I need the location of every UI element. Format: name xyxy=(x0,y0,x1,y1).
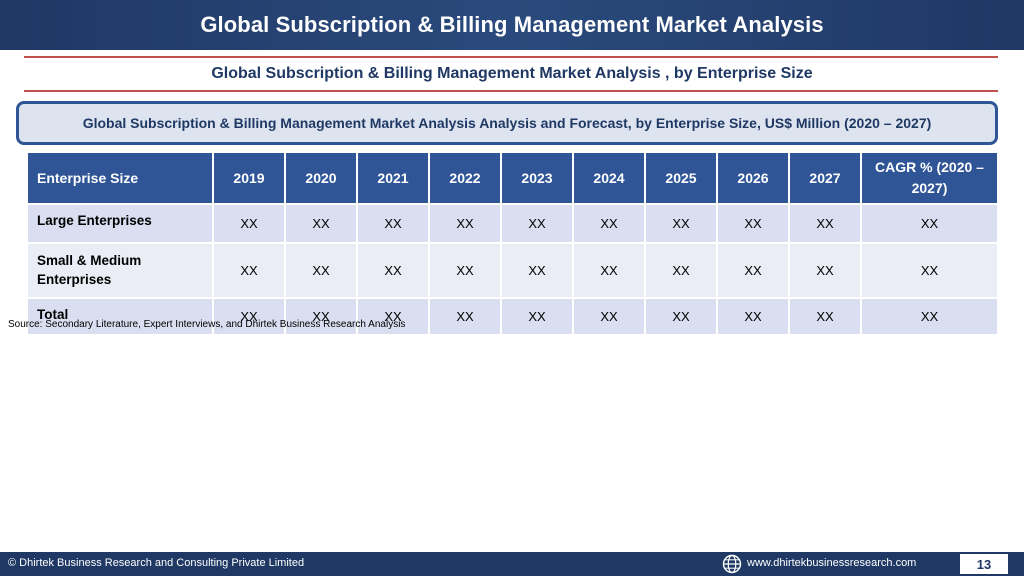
table-cell: XX xyxy=(644,297,718,336)
table-cell: XX xyxy=(860,242,999,299)
table-cell: XX xyxy=(860,297,999,336)
header-enterprise-size: Enterprise Size xyxy=(26,151,214,205)
table-cell: XX xyxy=(428,203,502,244)
table-cell: XX xyxy=(716,297,790,336)
header-2027: 2027 xyxy=(788,151,862,205)
header-2022: 2022 xyxy=(428,151,502,205)
row-label: Small & Medium Enterprises xyxy=(26,242,214,299)
header-2021: 2021 xyxy=(356,151,430,205)
page-subtitle: Global Subscription & Billing Management… xyxy=(211,65,813,82)
table-cell: XX xyxy=(644,203,718,244)
header-2023: 2023 xyxy=(500,151,574,205)
table-cell: XX xyxy=(572,203,646,244)
footer-bar: © Dhirtek Business Research and Consulti… xyxy=(0,552,1024,576)
divider-bottom xyxy=(24,90,998,92)
globe-icon xyxy=(722,554,742,574)
table-cell: XX xyxy=(572,242,646,299)
table-cell: XX xyxy=(284,203,358,244)
header-2020: 2020 xyxy=(284,151,358,205)
table-cell: XX xyxy=(500,297,574,336)
table-cell: XX xyxy=(860,203,999,244)
page-number: 13 xyxy=(960,554,1008,574)
table-cell: XX xyxy=(428,242,502,299)
copyright-text: © Dhirtek Business Research and Consulti… xyxy=(8,557,305,569)
table-row: Total XX XX XX XX XX XX XX XX XX XX xyxy=(26,297,999,336)
table-cell: XX xyxy=(212,297,286,336)
divider-top xyxy=(24,56,998,58)
market-table: Enterprise Size 2019 2020 2021 2022 2023… xyxy=(26,151,999,336)
header-cagr: CAGR % (2020 – 2027) xyxy=(860,151,999,205)
table-caption: Global Subscription & Billing Management… xyxy=(16,101,998,145)
header-2026: 2026 xyxy=(716,151,790,205)
table-row: Large Enterprises XX XX XX XX XX XX XX X… xyxy=(26,203,999,244)
row-label: Total xyxy=(26,297,214,336)
header-2019: 2019 xyxy=(212,151,286,205)
page-title: Global Subscription & Billing Management… xyxy=(200,12,824,37)
table-cell: XX xyxy=(356,242,430,299)
table-caption-text: Global Subscription & Billing Management… xyxy=(82,115,932,131)
title-bar: Global Subscription & Billing Management… xyxy=(0,0,1024,50)
table-cell: XX xyxy=(716,203,790,244)
table-cell: XX xyxy=(356,297,430,336)
table-header-row: Enterprise Size 2019 2020 2021 2022 2023… xyxy=(26,151,999,205)
website-link[interactable]: www.dhirtekbusinessresearch.com xyxy=(747,557,917,569)
table-cell: XX xyxy=(572,297,646,336)
table-cell: XX xyxy=(212,242,286,299)
header-2025: 2025 xyxy=(644,151,718,205)
table-row: Small & Medium Enterprises XX XX XX XX X… xyxy=(26,242,999,299)
table-cell: XX xyxy=(212,203,286,244)
table-cell: XX xyxy=(788,242,862,299)
table-cell: XX xyxy=(428,297,502,336)
header-2024: 2024 xyxy=(572,151,646,205)
table-cell: XX xyxy=(356,203,430,244)
row-label: Large Enterprises xyxy=(26,203,214,244)
table-cell: XX xyxy=(788,203,862,244)
table-cell: XX xyxy=(500,242,574,299)
table-cell: XX xyxy=(284,242,358,299)
table-cell: XX xyxy=(500,203,574,244)
table-cell: XX xyxy=(284,297,358,336)
table-cell: XX xyxy=(716,242,790,299)
table-cell: XX xyxy=(644,242,718,299)
source-note: Source: Secondary Literature, Expert Int… xyxy=(8,319,406,330)
table-cell: XX xyxy=(788,297,862,336)
